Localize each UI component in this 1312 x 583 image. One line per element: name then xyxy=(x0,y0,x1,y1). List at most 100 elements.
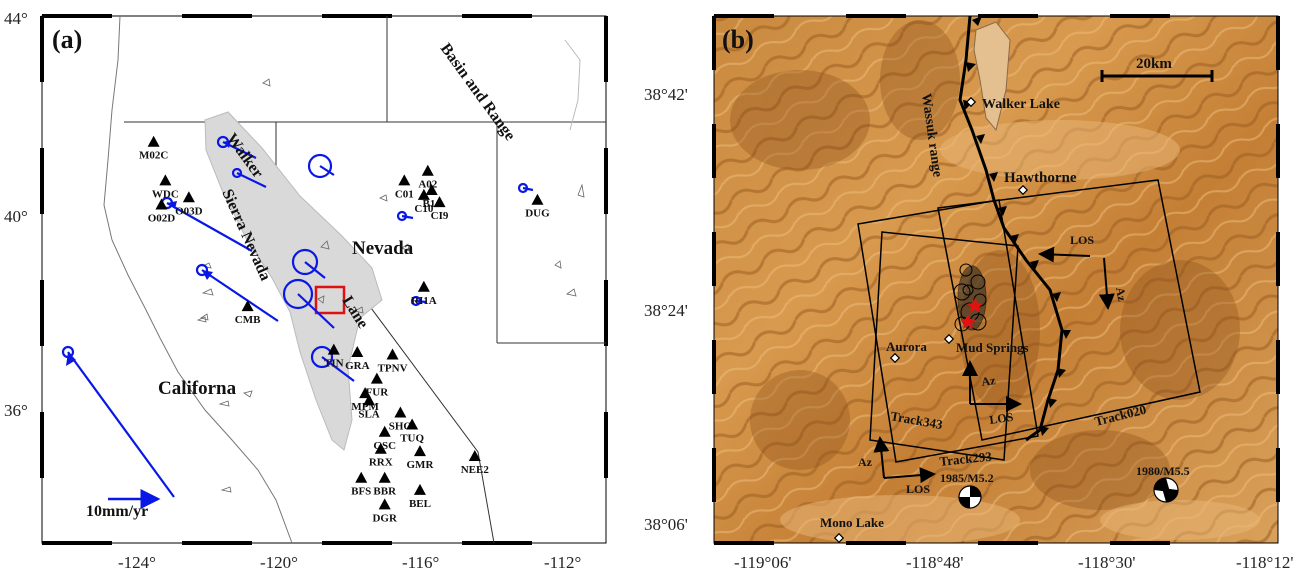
station-marker xyxy=(359,387,372,399)
event-1980-label: 1980/M5.5 xyxy=(1136,464,1190,478)
station-marker xyxy=(417,280,430,292)
station-marker xyxy=(413,445,426,457)
panel-b-label: (b) xyxy=(722,25,754,54)
mono-lake-label: Mono Lake xyxy=(820,515,884,530)
station-label: O02D xyxy=(148,213,176,225)
study-area-box xyxy=(314,285,346,315)
station-label: GMR xyxy=(407,459,435,471)
place-markers xyxy=(833,96,1029,543)
panel-a-label: (a) xyxy=(52,25,82,54)
lat-tick-b-1: 38°24' xyxy=(644,301,688,320)
station-label: SLA xyxy=(358,408,379,420)
station-marker xyxy=(241,300,254,312)
station-label: C01 xyxy=(395,188,414,200)
az-label-2: Az xyxy=(980,373,996,389)
lon-tick-a-1: -120° xyxy=(260,553,298,572)
frame-ticks-a xyxy=(40,14,608,545)
lon-tick-b-3: -118°12' xyxy=(1236,553,1293,572)
station-label: DGR xyxy=(372,512,398,524)
station-label: RRX xyxy=(369,457,393,469)
lon-tick-a-3: -112° xyxy=(544,553,581,572)
scale-bar-b xyxy=(1100,70,1214,82)
station-label: RI1A xyxy=(411,295,437,307)
lat-tick-a-1: 40° xyxy=(4,207,28,226)
aftershock-cluster xyxy=(953,263,987,332)
station-label: GRA xyxy=(345,360,370,372)
station-marker xyxy=(378,498,391,510)
coastline xyxy=(103,15,293,544)
station-marker xyxy=(398,174,411,186)
fault-teeth xyxy=(963,16,1071,436)
station-marker xyxy=(155,198,168,210)
station-marker xyxy=(370,372,383,384)
station-label: TPNV xyxy=(378,362,408,374)
panel-b: (b) 20km Walker Lake Hawthorne Aurora Mu… xyxy=(644,14,1293,572)
focal-mechanism-1980 xyxy=(1153,477,1179,503)
station-marker xyxy=(327,343,340,355)
station-marker xyxy=(406,418,419,430)
station-label: FUR xyxy=(366,387,390,399)
mountain-shading xyxy=(730,20,1240,510)
scale-label-b: 20km xyxy=(1136,56,1172,72)
walker-lake xyxy=(973,21,1011,132)
nevada-label: Nevada xyxy=(352,238,414,259)
lat-tick-a-0: 44° xyxy=(4,9,28,28)
station-label: BBR xyxy=(373,486,397,498)
los-label-1: LOS xyxy=(1070,233,1094,247)
lakes xyxy=(196,78,585,493)
frame-ticks-b xyxy=(712,14,1280,545)
los-label-3: LOS xyxy=(906,482,930,496)
station-label: TIN xyxy=(324,358,344,370)
station-marker xyxy=(468,449,481,461)
los-label-2: LOS xyxy=(988,410,1014,427)
california-label: Californa xyxy=(158,378,237,399)
station-marker xyxy=(394,406,407,418)
az-label-3: Az xyxy=(858,455,873,469)
station-marker xyxy=(378,471,391,483)
mud-springs-label: Mud Springs xyxy=(956,340,1029,355)
focal-mechanism-1985 xyxy=(958,485,982,509)
station-label: C10 xyxy=(414,203,433,215)
station-marker xyxy=(351,346,364,358)
station-label: NEE2 xyxy=(461,464,490,476)
station-label: M02C xyxy=(139,150,168,162)
station-marker xyxy=(147,135,160,147)
walker-lake-label: Walker Lake xyxy=(982,97,1060,112)
lat-tick-b-0: 38°42' xyxy=(644,85,688,104)
lat-tick-a-2: 36° xyxy=(4,401,28,420)
event-1985-label: 1985/M5.2 xyxy=(940,471,994,485)
az-label-1: Az xyxy=(1113,286,1129,303)
station-marker xyxy=(417,188,430,200)
station-marker xyxy=(425,184,438,196)
station-label: O03D xyxy=(175,205,203,217)
lat-tick-b-2: 38°06' xyxy=(644,515,688,534)
station-label: CI9 xyxy=(431,210,449,222)
station-marker xyxy=(413,483,426,495)
station-marker xyxy=(421,164,434,176)
station-label: BFS xyxy=(351,486,371,498)
station-label: DUG xyxy=(525,208,550,220)
station-label: BEL xyxy=(409,498,431,510)
lon-tick-a-0: -124° xyxy=(118,553,156,572)
track293-label: Track293 xyxy=(939,449,993,469)
station-label: CMB xyxy=(235,314,261,326)
hawthorne-label: Hawthorne xyxy=(1004,170,1077,186)
flat-basins xyxy=(780,120,1260,543)
los-az-arrows xyxy=(873,246,1115,484)
station-label: WDC xyxy=(152,188,179,200)
station-label: TUQ xyxy=(400,433,424,445)
station-label: A02 xyxy=(418,179,437,191)
station-marker xyxy=(433,196,446,208)
lake-ridge xyxy=(564,39,581,131)
station-marker xyxy=(355,471,368,483)
lon-tick-b-1: -118°48' xyxy=(906,553,963,572)
station-marker xyxy=(531,193,544,205)
panel-a: 10mm/yr M02CWDCO03DO02DCMBA02C01B14C10CI… xyxy=(4,9,608,572)
gps-arrowheads xyxy=(66,140,231,366)
station-marker xyxy=(182,191,195,203)
scale-label-a: 10mm/yr xyxy=(86,503,148,520)
lon-tick-b-0: -119°06' xyxy=(734,553,791,572)
lon-tick-b-2: -118°30' xyxy=(1078,553,1135,572)
